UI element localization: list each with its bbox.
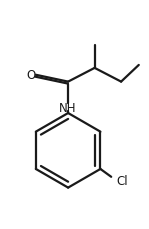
Text: Cl: Cl [116,174,128,187]
Text: NH: NH [59,101,77,114]
Text: O: O [26,69,35,82]
